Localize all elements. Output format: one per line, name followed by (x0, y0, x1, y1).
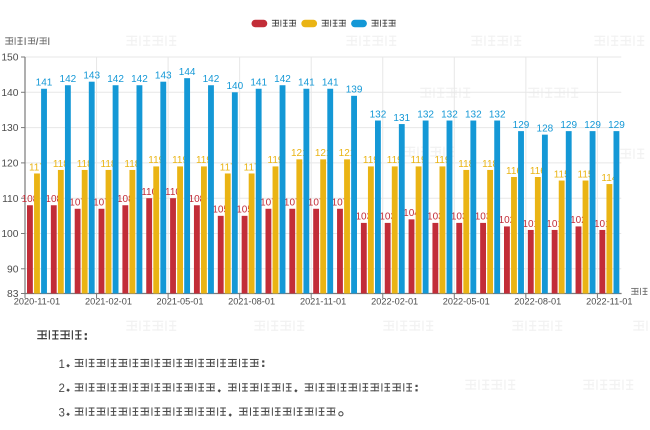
svg-text:141: 141 (298, 78, 315, 89)
svg-text:101: 101 (594, 219, 611, 230)
svg-text:120: 120 (1, 158, 18, 169)
svg-text:143: 143 (83, 71, 100, 82)
svg-text:142: 142 (107, 74, 124, 85)
svg-text:100: 100 (1, 229, 18, 240)
svg-text:119: 119 (411, 155, 427, 166)
svg-text:2021-05-01: 2021-05-01 (157, 297, 204, 307)
svg-text:108: 108 (45, 194, 62, 205)
svg-text:118: 118 (124, 159, 140, 170)
svg-text:119: 119 (363, 155, 379, 166)
svg-text:101: 101 (546, 219, 563, 230)
svg-text:130: 130 (1, 123, 18, 134)
svg-text:107: 107 (308, 198, 325, 209)
svg-text:107: 107 (69, 198, 86, 209)
svg-text:129: 129 (608, 120, 625, 131)
svg-text:118: 118 (53, 159, 69, 170)
svg-text:107: 107 (93, 198, 110, 209)
svg-text:110: 110 (2, 194, 19, 205)
svg-text:2022-02-01: 2022-02-01 (371, 297, 418, 307)
svg-text:142: 142 (203, 74, 220, 85)
svg-text:142: 142 (274, 74, 291, 85)
svg-text:119: 119 (196, 155, 212, 166)
svg-text:104: 104 (403, 208, 420, 219)
svg-text:128: 128 (537, 123, 554, 134)
svg-text:102: 102 (499, 215, 516, 226)
svg-text:132: 132 (370, 109, 387, 120)
svg-text:131: 131 (393, 113, 410, 124)
svg-text:117: 117 (220, 162, 236, 173)
svg-text:2021-08-01: 2021-08-01 (228, 297, 275, 307)
svg-text:107: 107 (260, 198, 277, 209)
svg-text:83: 83 (7, 289, 19, 300)
svg-text:117: 117 (29, 162, 45, 173)
svg-text:129: 129 (560, 120, 577, 131)
svg-text:118: 118 (482, 159, 498, 170)
svg-text:103: 103 (451, 212, 468, 223)
svg-text:103: 103 (475, 212, 492, 223)
svg-text:132: 132 (441, 109, 458, 120)
svg-text:117: 117 (244, 162, 260, 173)
svg-text:108: 108 (22, 194, 39, 205)
svg-text:140: 140 (1, 88, 18, 99)
svg-text:107: 107 (332, 198, 349, 209)
svg-text:101: 101 (522, 219, 539, 230)
svg-text:116: 116 (506, 166, 522, 177)
svg-text:2022-11-01: 2022-11-01 (586, 297, 632, 307)
svg-text:90: 90 (7, 264, 19, 275)
svg-text:2021-02-01: 2021-02-01 (85, 297, 132, 307)
svg-text:139: 139 (346, 85, 363, 96)
svg-text:143: 143 (155, 71, 172, 82)
svg-text:105: 105 (212, 205, 229, 216)
svg-text:107: 107 (284, 198, 301, 209)
svg-text:119: 119 (387, 155, 403, 166)
svg-text:116: 116 (530, 166, 546, 177)
svg-text:132: 132 (489, 109, 506, 120)
svg-text:108: 108 (117, 194, 134, 205)
svg-text:115: 115 (554, 169, 570, 180)
svg-text:1: 1 (59, 359, 65, 371)
svg-text:141: 141 (322, 78, 339, 89)
svg-text:118: 118 (458, 159, 474, 170)
svg-text:132: 132 (465, 109, 482, 120)
svg-text:2022-05-01: 2022-05-01 (443, 297, 490, 307)
svg-text:119: 119 (172, 155, 188, 166)
svg-text:144: 144 (179, 67, 196, 78)
svg-text:121: 121 (291, 148, 308, 159)
svg-text:129: 129 (513, 120, 530, 131)
svg-text:119: 119 (268, 155, 284, 166)
svg-text:102: 102 (570, 215, 587, 226)
svg-text:115: 115 (578, 169, 594, 180)
svg-text:121: 121 (315, 148, 332, 159)
svg-text:118: 118 (77, 159, 93, 170)
svg-text:140: 140 (226, 81, 243, 92)
svg-text:108: 108 (189, 194, 206, 205)
svg-text:103: 103 (379, 212, 396, 223)
svg-text:119: 119 (434, 155, 450, 166)
svg-text:129: 129 (584, 120, 601, 131)
svg-text:3: 3 (59, 407, 65, 419)
svg-text:114: 114 (601, 173, 617, 184)
svg-text:110: 110 (165, 187, 181, 198)
svg-text:118: 118 (101, 159, 117, 170)
svg-text:2020-11-01: 2020-11-01 (14, 297, 60, 307)
svg-text:142: 142 (131, 74, 148, 85)
svg-text:121: 121 (339, 148, 356, 159)
svg-text:103: 103 (355, 212, 372, 223)
svg-text:110: 110 (141, 187, 157, 198)
svg-text:142: 142 (60, 74, 77, 85)
svg-text:132: 132 (417, 109, 434, 120)
svg-text:119: 119 (148, 155, 164, 166)
svg-text:2022-08-01: 2022-08-01 (514, 297, 561, 307)
svg-text:105: 105 (236, 205, 253, 216)
svg-text:141: 141 (250, 78, 267, 89)
svg-text:150: 150 (1, 53, 18, 64)
svg-text:141: 141 (36, 78, 53, 89)
svg-text:2021-11-01: 2021-11-01 (300, 297, 346, 307)
svg-text:2: 2 (59, 383, 65, 395)
svg-text:103: 103 (427, 212, 444, 223)
